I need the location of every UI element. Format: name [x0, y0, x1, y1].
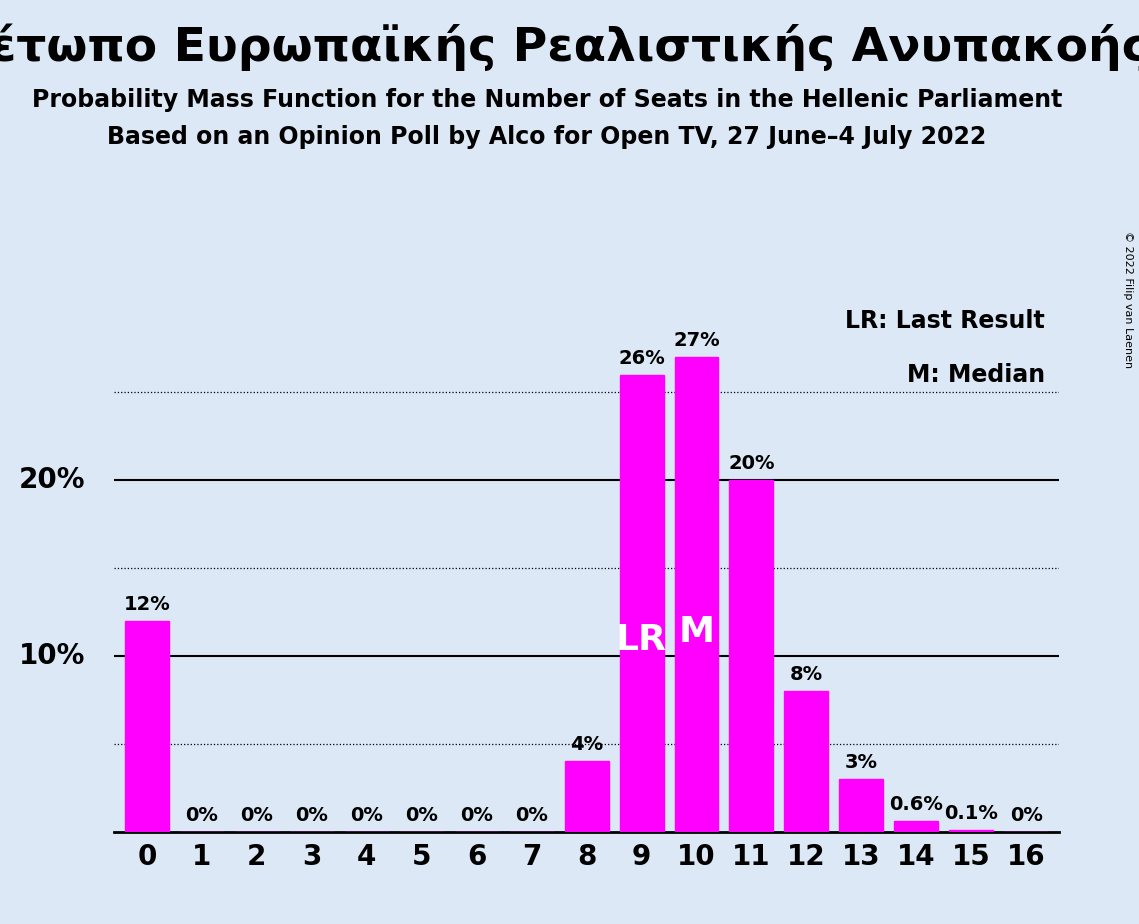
Text: Probability Mass Function for the Number of Seats in the Hellenic Parliament: Probability Mass Function for the Number… [32, 88, 1062, 112]
Text: 0%: 0% [186, 806, 219, 824]
Bar [620, 375, 664, 832]
Text: 0%: 0% [1010, 806, 1042, 824]
Text: LR: Last Result: LR: Last Result [845, 310, 1046, 333]
Text: 20%: 20% [19, 467, 85, 494]
Text: 27%: 27% [673, 331, 720, 350]
Bar [125, 621, 169, 832]
Text: LR: LR [616, 623, 667, 657]
Text: 0.6%: 0.6% [890, 795, 943, 814]
Bar [894, 821, 939, 832]
Text: 26%: 26% [618, 348, 665, 368]
Text: M: M [679, 615, 714, 650]
Text: M: Median: M: Median [907, 363, 1046, 386]
Text: 20%: 20% [728, 455, 775, 473]
Text: 0%: 0% [351, 806, 383, 824]
Text: © 2022 Filip van Laenen: © 2022 Filip van Laenen [1123, 231, 1133, 368]
Text: 10%: 10% [19, 642, 85, 670]
Text: 0.1%: 0.1% [944, 804, 998, 822]
Text: 12%: 12% [123, 595, 170, 614]
Text: 8%: 8% [789, 665, 823, 684]
Text: Μέτωπο Ευρωπαϊκής Ρεαλιστικής Ανυπακοής: Μέτωπο Ευρωπαϊκής Ρεαλιστικής Ανυπακοής [0, 23, 1139, 70]
Text: 3%: 3% [845, 753, 878, 772]
Text: 0%: 0% [460, 806, 493, 824]
Bar [674, 358, 719, 832]
Text: Based on an Opinion Poll by Alco for Open TV, 27 June–4 July 2022: Based on an Opinion Poll by Alco for Ope… [107, 125, 986, 149]
Bar [729, 480, 773, 832]
Bar [949, 830, 993, 832]
Bar [785, 691, 828, 832]
Text: 0%: 0% [515, 806, 548, 824]
Bar [839, 779, 884, 832]
Text: 4%: 4% [570, 736, 604, 754]
Bar [565, 761, 608, 832]
Text: 0%: 0% [240, 806, 273, 824]
Text: 0%: 0% [295, 806, 328, 824]
Text: 0%: 0% [405, 806, 439, 824]
